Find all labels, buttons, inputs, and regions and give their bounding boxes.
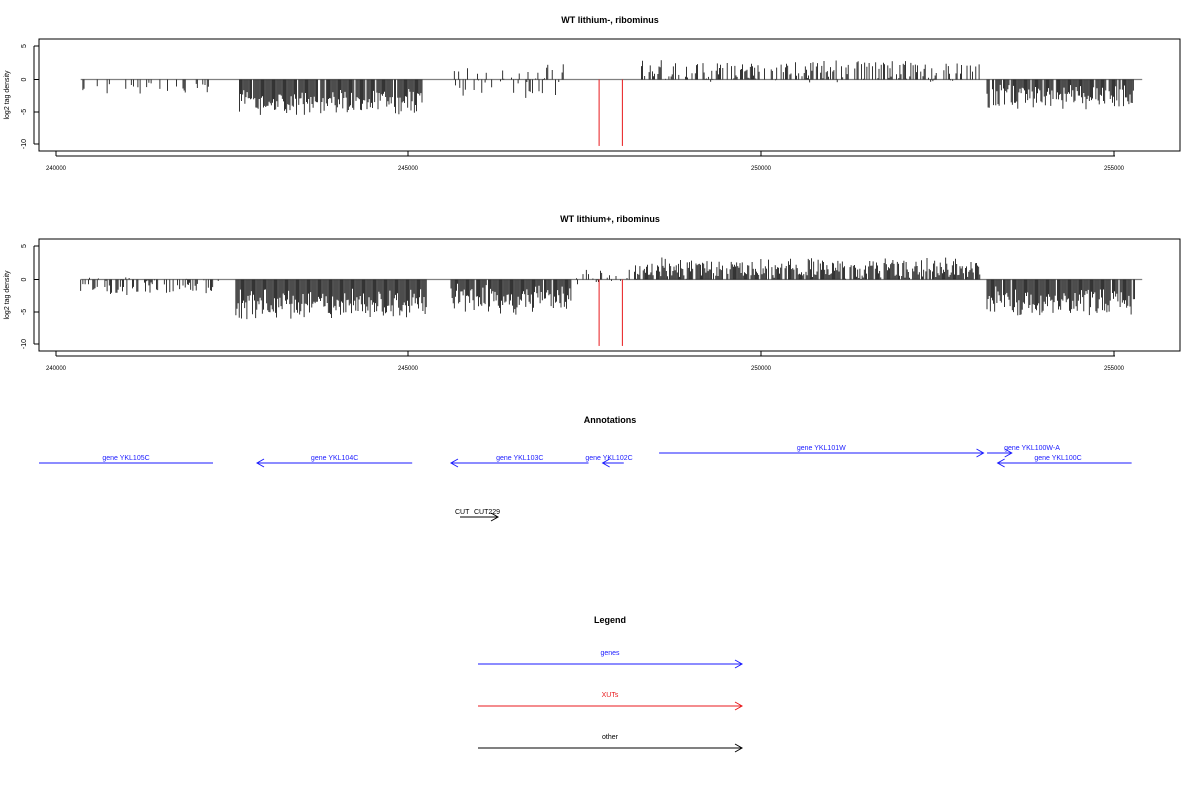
x-tick-label: 240000 (46, 166, 67, 172)
y-tick-label: -10 (21, 139, 28, 149)
other-tracks: CUT CUT229 (455, 509, 500, 522)
gene-label: gene YKL105C (102, 455, 149, 462)
y-tick-label: -5 (21, 309, 28, 315)
y-axis: 5 0 -5 -10 (21, 244, 39, 349)
x-tick-label: 250000 (751, 166, 772, 172)
gene-label: gene YKL103C (496, 455, 543, 462)
gene-label: gene YKL100C (1034, 455, 1081, 462)
y-tick-label: 5 (21, 44, 28, 48)
gene-label: gene YKL104C (311, 455, 358, 462)
arrowhead (996, 458, 1005, 468)
y-axis-label: log2 tag density (4, 270, 11, 320)
arrowhead (601, 458, 610, 468)
arrowhead (734, 659, 744, 669)
legend-items: genes XUTs other (478, 650, 744, 753)
gene-label: gene YKL100W-A (1004, 445, 1060, 452)
panel-title: WT lithium+, ribominus (560, 214, 660, 224)
x-tick-label: 255000 (1104, 366, 1125, 372)
arrowhead (976, 448, 985, 458)
arrowhead (734, 743, 744, 753)
legend-label: XUTs (602, 692, 619, 699)
x-tick-label: 245000 (398, 366, 419, 372)
legend: Legend genes XUTs other (478, 615, 744, 753)
x-tick-label: 245000 (398, 166, 419, 172)
y-tick-label: -10 (21, 339, 28, 349)
y-tick-label: -5 (21, 109, 28, 115)
other-label: CUT (455, 509, 470, 516)
gene-label: gene YKL101W (797, 445, 846, 452)
x-tick-label: 255000 (1104, 166, 1125, 172)
x-axis: 240000 245000 250000 255000 (46, 151, 1125, 172)
plot-frame (38, 238, 1181, 352)
gene-label: gene YKL102C (585, 455, 632, 462)
legend-label: genes (600, 650, 620, 657)
y-tick-label: 0 (21, 277, 28, 281)
legend-title: Legend (594, 615, 626, 625)
y-axis-label: log2 tag density (4, 70, 11, 120)
y-axis: 5 0 -5 -10 (21, 44, 39, 149)
y-tick-label: 0 (21, 77, 28, 81)
y-tick-label: 5 (21, 244, 28, 248)
panel-lithium-minus: WT lithium-, ribominus log2 tag density … (4, 15, 1181, 172)
x-tick-label: 250000 (751, 366, 772, 372)
panel-lithium-plus: WT lithium+, ribominus log2 tag density … (4, 214, 1181, 372)
other-label: CUT229 (474, 509, 500, 516)
arrowhead (256, 458, 265, 468)
gene-tracks: gene YKL105C gene YKL104C gene YKL103C gene… (39, 445, 1132, 468)
arrowhead (449, 458, 459, 468)
legend-label: other (602, 734, 619, 741)
arrowhead (1004, 448, 1013, 458)
x-axis: 240000 245000 250000 255000 (46, 351, 1125, 372)
panel-title: WT lithium-, ribominus (561, 15, 659, 25)
annotations-title: Annotations (584, 415, 637, 425)
signal-bars (80, 60, 1143, 146)
arrowhead (490, 512, 500, 522)
x-tick-label: 240000 (46, 366, 67, 372)
arrowhead (734, 701, 744, 711)
plot-frame (38, 38, 1181, 152)
signal-bars (80, 257, 1143, 346)
annotations-panel: Annotations gene YKL105C gene YKL104C gene… (39, 415, 1132, 522)
